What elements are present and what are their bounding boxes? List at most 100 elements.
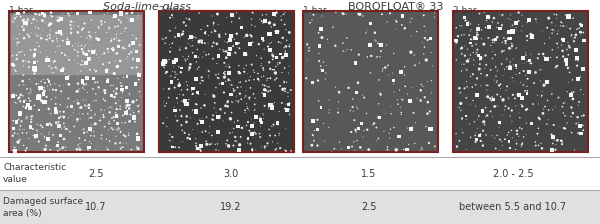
Point bbox=[318, 69, 328, 72]
Point bbox=[47, 71, 56, 74]
Point bbox=[410, 142, 419, 145]
Point bbox=[269, 55, 278, 58]
Point bbox=[170, 73, 180, 77]
Point bbox=[568, 111, 578, 115]
Point bbox=[510, 97, 520, 100]
Point bbox=[113, 127, 123, 130]
Point bbox=[273, 141, 283, 145]
Point bbox=[44, 131, 54, 134]
Point bbox=[124, 107, 133, 111]
Point bbox=[188, 128, 197, 131]
Point bbox=[393, 98, 403, 102]
Point bbox=[114, 39, 124, 42]
Point bbox=[122, 74, 132, 78]
Point bbox=[112, 122, 122, 125]
Point bbox=[111, 128, 121, 131]
Point bbox=[423, 112, 433, 115]
Point bbox=[519, 135, 529, 139]
Point bbox=[124, 107, 134, 110]
Point bbox=[98, 113, 108, 117]
Point bbox=[461, 114, 471, 118]
Point bbox=[128, 58, 137, 62]
Point bbox=[202, 139, 211, 143]
Point bbox=[106, 122, 115, 126]
Point bbox=[92, 37, 101, 40]
Point bbox=[487, 96, 497, 99]
Point bbox=[35, 89, 44, 93]
Point bbox=[103, 80, 113, 84]
Point bbox=[119, 141, 128, 145]
Point bbox=[490, 136, 500, 140]
Point bbox=[91, 92, 101, 96]
Point bbox=[386, 127, 395, 131]
Point bbox=[58, 67, 68, 71]
Point bbox=[280, 90, 290, 93]
Point bbox=[399, 148, 409, 151]
Point bbox=[64, 82, 74, 86]
Point bbox=[578, 123, 587, 127]
Point bbox=[517, 103, 526, 106]
Point bbox=[328, 25, 338, 29]
Point bbox=[214, 34, 224, 37]
Point bbox=[52, 37, 61, 40]
Point bbox=[280, 23, 289, 26]
Point bbox=[230, 135, 240, 139]
Point bbox=[497, 50, 507, 53]
Point bbox=[232, 46, 242, 49]
Point bbox=[556, 139, 566, 142]
Point bbox=[281, 87, 290, 91]
Point bbox=[368, 123, 378, 127]
Point bbox=[208, 118, 217, 121]
Point bbox=[221, 80, 230, 83]
Point bbox=[211, 86, 221, 89]
Point bbox=[46, 32, 55, 36]
Point bbox=[280, 87, 290, 90]
Point bbox=[506, 13, 515, 17]
Point bbox=[269, 23, 279, 27]
Point bbox=[257, 91, 267, 95]
Point bbox=[57, 33, 67, 36]
Point bbox=[106, 105, 115, 108]
Point bbox=[527, 35, 536, 38]
Point bbox=[8, 119, 18, 123]
Point bbox=[97, 137, 106, 140]
Point bbox=[242, 124, 251, 127]
Point bbox=[542, 122, 551, 126]
Point bbox=[268, 58, 278, 61]
Point bbox=[177, 99, 187, 103]
Point bbox=[86, 134, 95, 138]
Point bbox=[208, 93, 218, 97]
Point bbox=[542, 26, 552, 30]
Point bbox=[106, 41, 115, 45]
Point bbox=[232, 32, 242, 36]
Point bbox=[472, 126, 482, 130]
Point bbox=[134, 103, 144, 107]
Point bbox=[74, 106, 84, 110]
Point bbox=[30, 12, 40, 15]
Point bbox=[168, 145, 178, 149]
Point bbox=[8, 54, 17, 58]
Point bbox=[21, 99, 31, 102]
Point bbox=[525, 59, 535, 62]
Point bbox=[479, 120, 488, 124]
Point bbox=[165, 133, 175, 136]
Point bbox=[269, 12, 279, 16]
Point bbox=[352, 90, 361, 94]
Point bbox=[91, 148, 101, 151]
Text: 2 bar: 2 bar bbox=[159, 6, 182, 15]
Point bbox=[214, 130, 223, 134]
Point bbox=[97, 108, 106, 112]
Point bbox=[260, 93, 269, 97]
Point bbox=[232, 139, 242, 143]
Point bbox=[481, 74, 491, 78]
Point bbox=[528, 102, 538, 106]
Point bbox=[117, 121, 127, 125]
Point bbox=[324, 126, 334, 129]
Point bbox=[162, 101, 172, 105]
Point bbox=[191, 77, 201, 81]
Point bbox=[386, 104, 396, 108]
Point bbox=[250, 96, 260, 100]
Point bbox=[575, 22, 585, 26]
Point bbox=[122, 85, 131, 89]
Point bbox=[325, 108, 334, 112]
